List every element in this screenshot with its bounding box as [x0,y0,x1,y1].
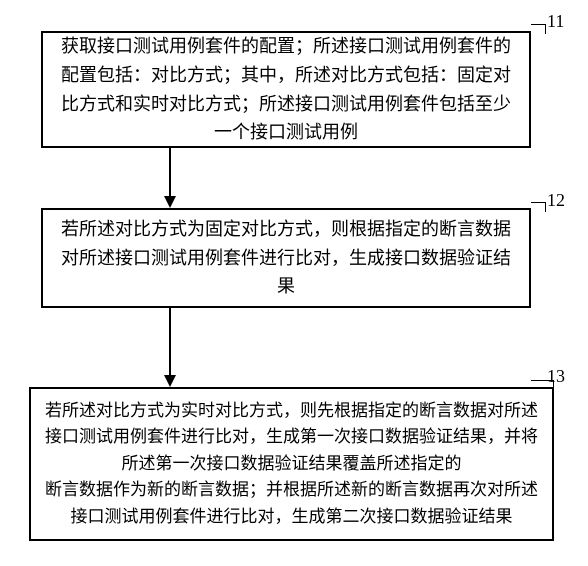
flowchart-canvas: 获取接口测试用例套件的配置；所述接口测试用例套件的配置包括：对比方式；其中，所述… [0,0,588,566]
label-bracket-2 [531,202,546,212]
label-bracket-1 [531,24,546,34]
flow-node-1-text: 获取接口测试用例套件的配置；所述接口测试用例套件的配置包括：对比方式；其中，所述… [61,32,511,147]
flow-node-3-text: 若所述对比方式为实时对比方式，则先根据指定的断言数据对所述接口测试用例套件进行比… [45,398,538,530]
flow-node-1-label: 11 [547,11,564,32]
arrow-2-3 [160,308,180,387]
flow-node-2-text: 若所述对比方式为固定对比方式，则根据指定的断言数据对所述接口测试用例套件进行比对… [61,215,511,301]
flow-node-2: 若所述对比方式为固定对比方式，则根据指定的断言数据对所述接口测试用例套件进行比对… [41,208,531,308]
arrow-1-2 [160,148,180,208]
flow-node-3: 若所述对比方式为实时对比方式，则先根据指定的断言数据对所述接口测试用例套件进行比… [29,387,554,541]
flow-node-2-label: 12 [547,190,565,211]
flow-node-3-label: 13 [547,366,565,387]
flow-node-1: 获取接口测试用例套件的配置；所述接口测试用例套件的配置包括：对比方式；其中，所述… [41,31,531,148]
